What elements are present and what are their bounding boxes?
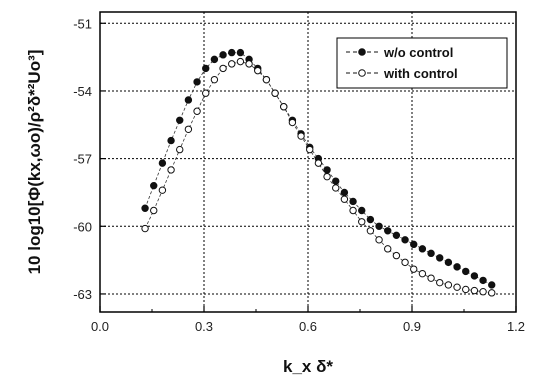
point-wo-control	[462, 267, 470, 276]
point-with-control	[427, 274, 435, 282]
point-with-control	[470, 286, 479, 295]
point-wo-control	[358, 206, 366, 215]
point-with-control	[384, 245, 392, 253]
point-wo-control	[401, 236, 409, 244]
point-wo-control	[453, 263, 461, 271]
legend-marker-1	[358, 69, 366, 77]
point-wo-control	[158, 159, 167, 167]
point-wo-control	[184, 96, 193, 104]
point-with-control	[332, 184, 340, 192]
y-tick-label: -57	[73, 152, 92, 167]
point-wo-control	[349, 197, 357, 206]
point-with-control	[306, 145, 314, 154]
axis-ticks	[99, 22, 517, 312]
x-tick-label: 0.0	[91, 319, 109, 334]
point-wo-control	[479, 276, 487, 285]
x-tick-label: 1.2	[507, 319, 525, 334]
point-wo-control	[210, 55, 219, 64]
point-wo-control	[418, 245, 427, 253]
point-with-control	[193, 107, 201, 115]
point-with-control	[392, 251, 401, 260]
point-with-control	[479, 287, 487, 296]
point-wo-control	[228, 48, 236, 57]
point-wo-control	[141, 204, 149, 212]
point-wo-control	[176, 116, 184, 124]
x-axis-title: k_x δ*	[283, 357, 333, 376]
point-with-control	[254, 66, 262, 75]
y-tick-label: -63	[73, 287, 92, 302]
legend-label-1: with control	[383, 66, 458, 81]
x-tick-labels: 0.0 0.3 0.6 0.9 1.2	[91, 319, 525, 334]
point-with-control	[210, 75, 219, 84]
series-line-1	[144, 61, 492, 294]
point-with-control	[228, 60, 236, 68]
y-tick-label: -60	[73, 219, 92, 234]
point-with-control	[444, 281, 453, 289]
point-wo-control	[470, 272, 479, 280]
point-with-control	[280, 103, 288, 111]
point-with-control	[236, 57, 245, 66]
point-with-control	[184, 125, 193, 133]
point-wo-control	[392, 231, 401, 240]
point-with-control	[349, 206, 357, 215]
point-wo-control	[236, 48, 245, 57]
y-tick-label: -54	[73, 84, 92, 99]
point-wo-control	[384, 227, 392, 235]
legend-label-0: w/o control	[383, 45, 453, 60]
point-with-control	[176, 145, 184, 154]
point-with-control	[418, 269, 427, 278]
point-wo-control	[410, 240, 418, 249]
point-with-control	[488, 289, 496, 297]
point-with-control	[453, 283, 461, 291]
point-with-control	[401, 258, 409, 267]
legend-marker-0	[358, 48, 366, 56]
point-wo-control	[340, 188, 349, 197]
point-with-control	[297, 132, 305, 140]
point-wo-control	[444, 258, 453, 267]
point-with-control	[245, 60, 253, 68]
point-with-control	[323, 172, 331, 181]
point-with-control	[410, 265, 418, 273]
point-with-control	[141, 224, 149, 233]
point-with-control	[219, 64, 227, 73]
point-wo-control	[332, 177, 340, 185]
point-wo-control	[150, 181, 158, 190]
point-wo-control	[375, 222, 383, 230]
y-tick-labels: -63 -60 -57 -54 -51	[73, 16, 92, 302]
point-with-control	[462, 285, 470, 294]
point-with-control	[271, 89, 279, 97]
point-wo-control	[202, 64, 210, 73]
point-with-control	[288, 118, 297, 127]
point-wo-control	[427, 249, 435, 258]
y-axis-title: 10 log10[Φ(kx,ωo)/ρ²δ*²Uo³]	[25, 50, 44, 275]
point-with-control	[202, 89, 210, 97]
point-with-control	[262, 75, 271, 84]
point-with-control	[340, 195, 349, 203]
point-with-control	[436, 278, 444, 287]
point-wo-control	[488, 281, 496, 289]
point-wo-control	[219, 51, 227, 59]
legend: w/o control with control	[336, 37, 508, 89]
y-tick-label: -51	[73, 16, 92, 31]
series-points	[141, 48, 496, 297]
point-wo-control	[436, 254, 444, 262]
point-with-control	[358, 218, 366, 226]
x-tick-label: 0.9	[403, 319, 421, 334]
x-tick-label: 0.6	[299, 319, 317, 334]
point-with-control	[158, 186, 167, 194]
point-wo-control	[366, 215, 375, 224]
point-wo-control	[167, 136, 175, 145]
point-with-control	[314, 159, 323, 167]
point-wo-control	[193, 78, 201, 86]
point-with-control	[150, 206, 158, 215]
legend-box	[336, 37, 508, 89]
point-with-control	[167, 166, 175, 174]
x-tick-label: 0.3	[195, 319, 213, 334]
point-wo-control	[323, 166, 331, 174]
point-with-control	[366, 227, 375, 235]
point-with-control	[375, 236, 383, 244]
